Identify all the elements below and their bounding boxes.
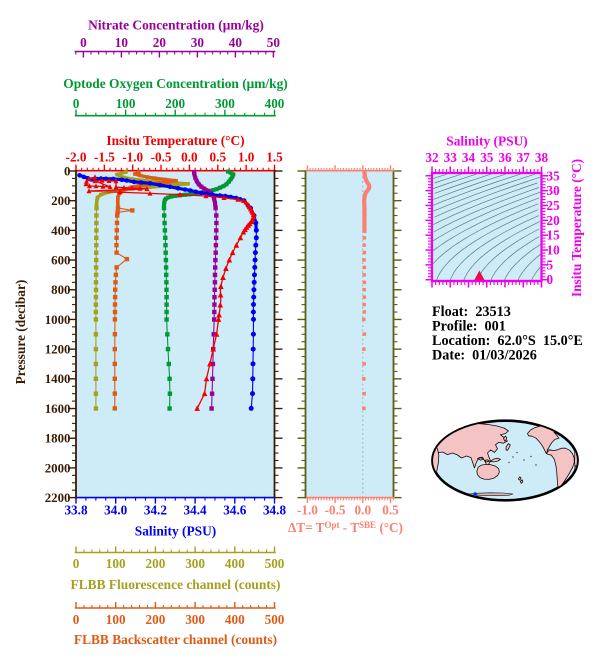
- svg-text:400: 400: [265, 96, 285, 111]
- svg-text:Insitu Temperature (°C): Insitu Temperature (°C): [569, 159, 584, 297]
- svg-text:400: 400: [225, 556, 245, 571]
- svg-text:Insitu Temperature (°C): Insitu Temperature (°C): [106, 133, 244, 148]
- svg-text:-0.5: -0.5: [151, 150, 172, 165]
- svg-text:100: 100: [106, 556, 126, 571]
- svg-text:2200: 2200: [45, 491, 71, 505]
- svg-text:300: 300: [215, 96, 235, 111]
- svg-text:300: 300: [185, 556, 205, 571]
- svg-text:0: 0: [80, 35, 87, 50]
- svg-text:Salinity (PSU): Salinity (PSU): [135, 524, 216, 539]
- svg-text:1000: 1000: [45, 313, 71, 327]
- svg-text:1.5: 1.5: [266, 150, 283, 165]
- svg-text:0.0: 0.0: [181, 150, 198, 165]
- svg-text:34.0: 34.0: [104, 503, 127, 518]
- svg-text:34.2: 34.2: [144, 503, 167, 518]
- svg-text:Profile: 001: Profile: 001: [432, 319, 506, 335]
- svg-text:Date: 01/03/2026: Date: 01/03/2026: [432, 348, 537, 364]
- svg-text:-1.0: -1.0: [122, 150, 143, 165]
- svg-text:1.0: 1.0: [238, 150, 255, 165]
- svg-text:32: 32: [425, 150, 439, 165]
- svg-text:ΔT= TOpt - TSBE (°C): ΔT= TOpt - TSBE (°C): [288, 520, 403, 535]
- svg-text:FLBB Backscatter channel (coun: FLBB Backscatter channel (counts): [74, 632, 277, 647]
- svg-text:34.8: 34.8: [263, 503, 286, 518]
- svg-text:5: 5: [547, 257, 554, 272]
- svg-text:34.4: 34.4: [184, 503, 207, 518]
- svg-text:35: 35: [480, 150, 494, 165]
- svg-text:1800: 1800: [45, 432, 71, 446]
- svg-text:Salinity (PSU): Salinity (PSU): [446, 134, 527, 149]
- svg-text:200: 200: [51, 194, 70, 208]
- svg-text:800: 800: [51, 283, 70, 297]
- svg-text:300: 300: [185, 612, 205, 627]
- svg-text:37: 37: [517, 150, 531, 165]
- svg-text:100: 100: [116, 96, 136, 111]
- svg-text:Pressure (decibar): Pressure (decibar): [13, 280, 28, 385]
- svg-text:50: 50: [267, 35, 281, 50]
- svg-text:500: 500: [265, 556, 285, 571]
- svg-text:36: 36: [498, 150, 512, 165]
- svg-text:0.5: 0.5: [210, 150, 227, 165]
- svg-text:Optode Oxygen Concentration (μ: Optode Oxygen Concentration (μm/kg): [63, 76, 287, 91]
- svg-text:400: 400: [51, 224, 70, 238]
- svg-text:0: 0: [73, 556, 80, 571]
- svg-text:100: 100: [106, 612, 126, 627]
- svg-text:40: 40: [229, 35, 243, 50]
- svg-text:0: 0: [547, 272, 554, 287]
- svg-text:0.5: 0.5: [382, 503, 399, 518]
- svg-text:0: 0: [73, 96, 80, 111]
- svg-text:200: 200: [146, 556, 166, 571]
- svg-text:34.6: 34.6: [223, 503, 246, 518]
- svg-text:-1.5: -1.5: [94, 150, 115, 165]
- svg-text:Location: 62.0°S 15.0°E: Location: 62.0°S 15.0°E: [432, 333, 583, 349]
- svg-text:-0.5: -0.5: [325, 503, 346, 518]
- svg-text:10: 10: [115, 35, 129, 50]
- svg-text:30: 30: [191, 35, 205, 50]
- svg-text:33.8: 33.8: [64, 503, 87, 518]
- svg-text:1200: 1200: [45, 343, 71, 357]
- svg-text:20: 20: [153, 35, 167, 50]
- svg-text:500: 500: [265, 612, 285, 627]
- svg-text:0: 0: [73, 612, 80, 627]
- svg-text:38: 38: [535, 150, 549, 165]
- svg-text:200: 200: [146, 612, 166, 627]
- svg-text:400: 400: [225, 612, 245, 627]
- svg-text:10: 10: [547, 243, 561, 258]
- svg-text:1400: 1400: [45, 372, 71, 386]
- svg-text:Float: 23513: Float: 23513: [432, 304, 511, 320]
- svg-text:15: 15: [547, 228, 561, 243]
- svg-text:-2.0: -2.0: [66, 150, 87, 165]
- svg-text:-1.0: -1.0: [297, 503, 318, 518]
- svg-text:200: 200: [165, 96, 185, 111]
- svg-text:20: 20: [547, 213, 561, 228]
- svg-text:25: 25: [547, 198, 561, 213]
- svg-text:Nitrate Concentration (μm/kg): Nitrate Concentration (μm/kg): [88, 18, 264, 33]
- svg-text:35: 35: [547, 168, 561, 183]
- svg-text:34: 34: [462, 150, 476, 165]
- svg-text:30: 30: [547, 183, 561, 198]
- svg-text:1600: 1600: [45, 402, 71, 416]
- svg-text:33: 33: [444, 150, 458, 165]
- svg-text:2000: 2000: [45, 461, 71, 475]
- svg-text:0.0: 0.0: [355, 503, 372, 518]
- svg-text:0: 0: [64, 164, 70, 178]
- svg-text:FLBB Fluorescence channel (cou: FLBB Fluorescence channel (counts): [71, 577, 281, 592]
- svg-text:600: 600: [51, 254, 70, 268]
